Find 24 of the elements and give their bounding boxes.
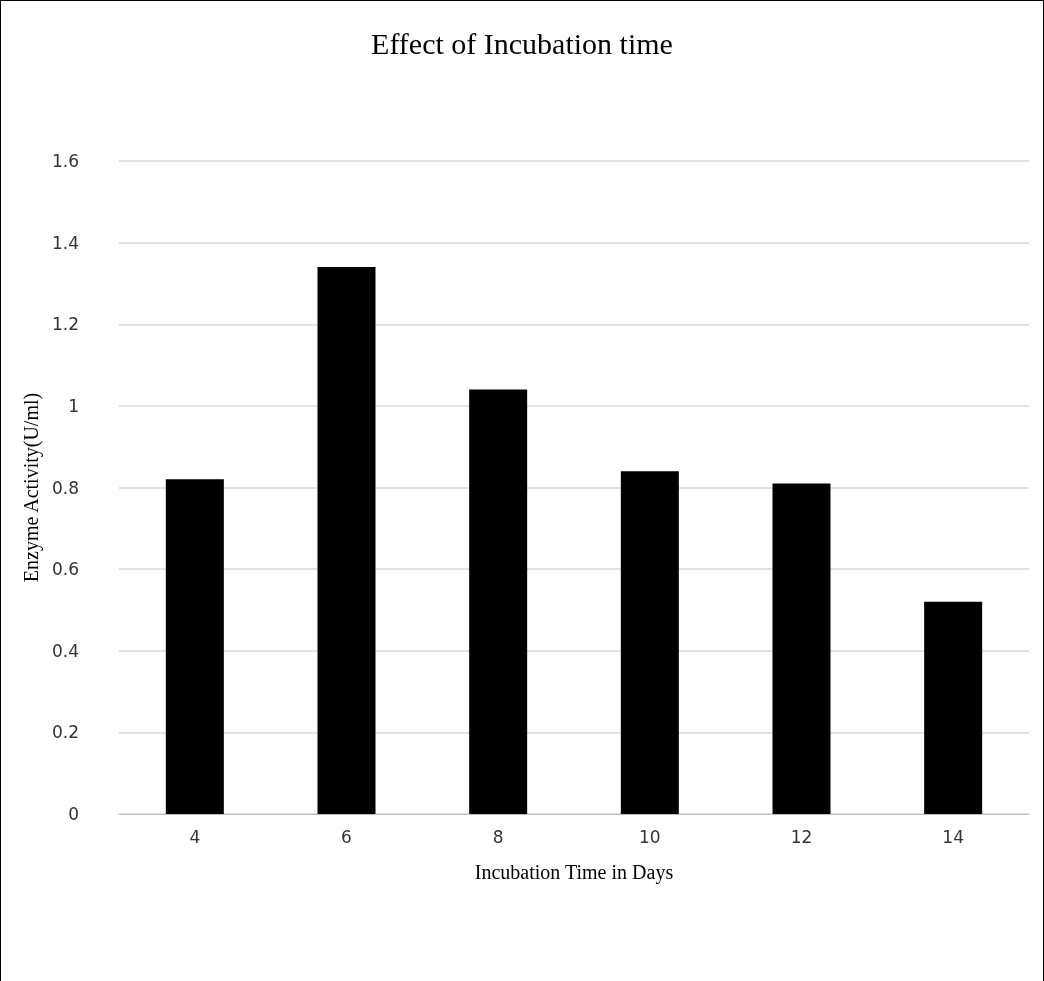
y-axis-title: Enzyme Activity(U/ml)	[20, 392, 44, 583]
x-axis-title: Incubation Time in Days	[474, 861, 674, 884]
x-tick-label: 12	[790, 826, 813, 847]
x-tick-label: 6	[341, 826, 352, 847]
y-tick-label: 0	[68, 804, 79, 824]
y-tick-label: 0.4	[51, 640, 79, 661]
y-tick-label: 1	[68, 395, 79, 416]
y-tick-label: 0.2	[51, 722, 79, 743]
y-tick-label: 0.6	[51, 559, 79, 580]
y-tick-label: 1.2	[51, 314, 79, 335]
x-tick-label: 4	[189, 826, 201, 847]
bar	[317, 267, 376, 814]
bar	[924, 601, 983, 814]
bar	[469, 389, 528, 814]
bar	[772, 483, 831, 814]
y-tick-label: 0.8	[51, 477, 79, 498]
y-tick-label: 1.6	[51, 151, 79, 171]
x-tick-label: 14	[942, 826, 964, 847]
bar	[165, 479, 224, 814]
x-tick-label: 10	[639, 826, 661, 847]
bar	[620, 471, 679, 814]
chart-title: Effect of Incubation time	[371, 26, 673, 60]
x-tick-label: 8	[492, 826, 504, 847]
y-tick-label: 1.4	[51, 232, 79, 253]
